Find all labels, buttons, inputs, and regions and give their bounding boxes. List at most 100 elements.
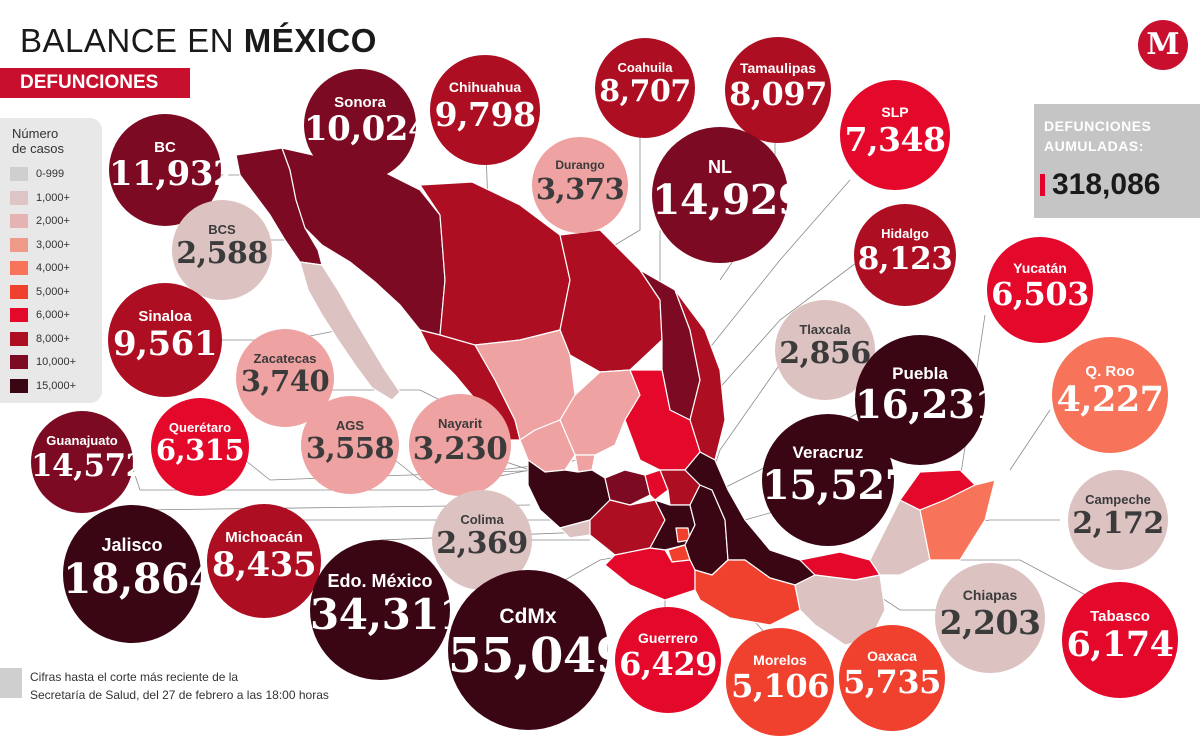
state-value: 11,932 <box>109 154 237 194</box>
state-bubble: Chiapas 2,203 <box>935 563 1045 673</box>
state-name: Sonora <box>334 94 386 111</box>
state-bubble: Chihuahua 9,798 <box>430 55 540 165</box>
state-value: 2,369 <box>436 526 528 561</box>
legend-swatch <box>10 190 28 205</box>
legend-swatch <box>10 167 28 181</box>
state-value: 55,049 <box>448 628 629 684</box>
state-bubble: Oaxaca 5,735 <box>839 625 945 731</box>
state-name: CdMx <box>499 605 557 628</box>
state-bubble: Tlaxcala 2,856 <box>775 300 875 400</box>
state-name: Colima <box>460 512 504 527</box>
page-subtitle: DEFUNCIONES <box>0 68 190 98</box>
state-name: AGS <box>335 418 365 433</box>
legend-swatch <box>10 261 28 275</box>
state-name: Campeche <box>1085 492 1151 507</box>
legend-swatch <box>10 284 28 299</box>
legend-swatch <box>10 331 28 346</box>
state-bubble: Michoacán 8,435 <box>207 504 321 618</box>
legend-swatch <box>10 214 28 228</box>
footnote: Cifras hasta el corte más reciente de la… <box>30 668 329 704</box>
footnote-line1: Cifras hasta el corte más reciente de la <box>30 670 239 684</box>
state-bubble: SLP 7,348 <box>840 80 950 190</box>
legend-label: 4,000+ <box>36 262 70 274</box>
state-value: 3,230 <box>412 431 508 467</box>
legend-swatch <box>10 308 28 322</box>
state-name: BC <box>154 139 176 156</box>
state-name: Q. Roo <box>1085 363 1135 380</box>
footnote-marker <box>0 668 22 698</box>
state-bubble: Q. Roo 4,227 <box>1052 337 1168 453</box>
state-name: Tlaxcala <box>799 322 851 337</box>
legend-title: Número de casos <box>12 126 64 156</box>
total-value: 318,086 <box>1052 168 1161 201</box>
state-name: Hidalgo <box>881 226 929 241</box>
state-bubble: Jalisco 18,864 <box>63 505 217 643</box>
state-name: Sinaloa <box>138 308 192 325</box>
legend: Número de casos 0-999 1,000+ 2,000+ 3,000+ 4… <box>0 118 102 403</box>
state-bubble: Edo. México 34,311 <box>310 540 468 680</box>
state-value: 8,435 <box>212 545 316 585</box>
legend-label: 3,000+ <box>36 238 70 251</box>
legend-label: 10,000+ <box>36 356 77 368</box>
state-name: SLP <box>881 104 909 120</box>
state-value: 5,106 <box>731 667 829 705</box>
state-bubble: Morelos 5,106 <box>726 628 834 736</box>
milenio-logo: M <box>1138 20 1188 70</box>
state-name: Chiapas <box>962 587 1018 603</box>
title-regular: BALANCE EN <box>20 22 244 59</box>
legend-title-line2: de casos <box>12 141 65 156</box>
state-bubble: Sinaloa 9,561 <box>108 283 222 397</box>
state-name: Querétaro <box>168 420 232 435</box>
state-value: 6,429 <box>619 645 717 683</box>
state-value: 9,798 <box>434 95 536 134</box>
state-name: Guerrero <box>638 630 698 646</box>
legend-label: 15,000+ <box>36 379 77 392</box>
state-name: Chihuahua <box>448 79 522 95</box>
state-value: 14,572 <box>31 448 147 484</box>
legend-label: 5,000+ <box>36 285 70 298</box>
state-bubble: Querétaro 6,315 <box>151 398 249 496</box>
state-name: Oaxaca <box>867 648 917 664</box>
legend-label: 6,000+ <box>36 309 70 321</box>
state-bubble: Tabasco 6,174 <box>1062 582 1178 698</box>
state-name: Michoacán <box>225 529 303 546</box>
state-value: 6,503 <box>991 275 1089 313</box>
state-value: 10,024 <box>304 109 432 149</box>
state-bubble: CdMx 55,049 <box>448 570 629 730</box>
legend-swatch <box>10 378 28 393</box>
state-name: Yucatán <box>1013 260 1067 276</box>
state-value: 14,929 <box>652 176 806 224</box>
state-bubble: Hidalgo 8,123 <box>854 204 956 306</box>
state-name: Nayarit <box>437 416 483 431</box>
state-name: Tamaulipas <box>740 60 816 76</box>
legend-label: 0-999 <box>36 168 65 180</box>
state-name: Durango <box>555 158 605 172</box>
title-bold: MÉXICO <box>243 22 377 59</box>
state-bubble: NL 14,929 <box>652 127 806 263</box>
state-name: Zacatecas <box>253 351 317 366</box>
state-bubble: Durango 3,373 <box>532 137 628 233</box>
state-value: 18,864 <box>63 555 217 603</box>
state-name: Tabasco <box>1090 608 1150 625</box>
state-bubble: BC 11,932 <box>109 114 237 226</box>
logo-letter: M <box>1146 27 1180 62</box>
state-value: 15,527 <box>762 462 913 509</box>
state-bubble: Guerrero 6,429 <box>615 607 721 713</box>
state-name: Coahuila <box>617 60 673 75</box>
state-name: Morelos <box>753 652 807 668</box>
state-name: BCS <box>208 222 236 237</box>
state-value: 6,174 <box>1066 624 1174 665</box>
legend-label: 2,000+ <box>36 215 70 227</box>
state-bubble: Guanajuato 14,572 <box>31 411 147 513</box>
state-value: 8,097 <box>729 75 827 113</box>
state-bubble: Sonora 10,024 <box>304 69 432 181</box>
total-accent-bar <box>1040 174 1045 196</box>
state-value: 3,740 <box>240 364 330 398</box>
state-value: 3,558 <box>305 431 395 465</box>
state-bubble: Nayarit 3,230 <box>409 394 511 496</box>
state-bubble: Yucatán 6,503 <box>987 237 1093 343</box>
footnote-line2: Secretaría de Salud, del 27 de febrero a… <box>30 688 329 702</box>
state-value: 8,123 <box>857 241 953 277</box>
state-value: 34,311 <box>310 590 468 639</box>
